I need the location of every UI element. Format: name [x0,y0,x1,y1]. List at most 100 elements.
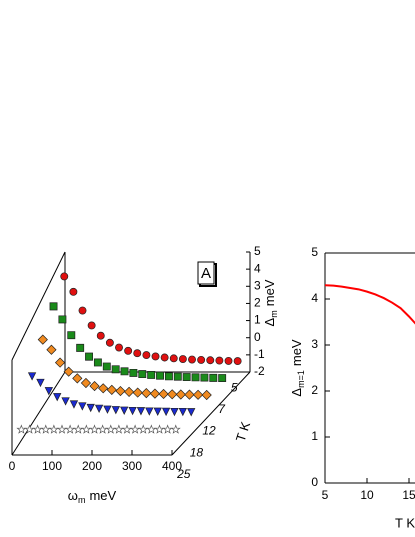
marker [209,373,218,382]
y-axis-title-2d: Δm=1 meV [289,339,306,397]
marker [201,389,212,401]
marker [142,351,151,360]
marker [218,374,227,382]
marker [141,388,152,399]
marker [46,344,57,355]
marker [197,355,206,364]
marker [111,365,120,374]
marker [184,389,195,400]
marker [72,373,83,384]
marker [67,331,76,340]
marker [224,356,233,365]
marker [86,403,95,413]
panel-label: A [201,265,211,282]
marker [128,406,137,416]
marker [200,373,209,382]
marker [170,424,181,434]
depth-tick-label: 7 [218,402,226,416]
unit: meV [89,488,116,503]
marker [32,424,43,434]
marker [60,272,69,281]
marker [169,354,178,363]
y-tick-label: 1 [311,429,318,443]
marker [167,389,178,400]
marker [97,424,108,434]
x-tick-label: 0 [9,459,16,473]
y-tick-label: 4 [311,291,318,305]
marker [178,355,187,363]
marker [48,424,59,434]
marker [49,302,58,311]
z-tick-label: 2 [254,296,261,310]
marker [27,372,37,381]
symbol: Δ [289,388,304,397]
marker [96,331,105,340]
marker [54,357,66,368]
marker [24,424,35,434]
z-tick-label: -1 [254,347,265,361]
subscript: m [78,495,86,505]
marker [78,402,87,411]
marker [130,424,141,434]
marker [191,373,200,382]
marker [206,356,215,365]
marker [44,387,54,396]
marker [154,424,165,434]
marker [173,372,182,381]
data-line [324,284,415,325]
marker [111,406,121,415]
z-tick-label: 0 [254,330,261,344]
marker [162,424,173,434]
marker [115,385,126,397]
marker [65,424,76,434]
z-tick-label: 5 [254,244,261,258]
y-tick-label: 3 [311,337,318,351]
marker [81,424,92,434]
marker [37,334,48,345]
marker [61,397,70,406]
marker [153,407,162,416]
marker [151,352,160,361]
marker [215,356,224,365]
z-tick-label: 3 [254,278,261,292]
marker [80,377,92,389]
frame-2d [324,252,415,484]
z-tick-label: 1 [254,313,261,327]
marker [136,407,146,416]
marker [69,287,78,296]
marker [89,380,100,392]
marker [120,406,129,415]
marker [87,321,96,330]
depth-tick-label: 5 [231,380,238,394]
z-axis-title: Δm meV [262,279,279,326]
marker [138,424,149,434]
x-tick-label: 5 [322,488,329,502]
marker [175,389,186,400]
marker [98,383,109,394]
marker [170,407,179,417]
marker [146,424,157,434]
marker [178,407,188,417]
marker [63,366,74,377]
subscript: m=1 [296,370,306,388]
depth-tick-label: 25 [176,467,191,481]
marker [105,338,114,347]
marker [158,388,169,400]
marker [123,386,135,397]
depth-tick-label: 12 [202,424,216,438]
marker [156,371,164,380]
marker [58,315,67,324]
marker [164,372,173,381]
marker [69,400,79,409]
marker [149,388,161,399]
marker [124,346,133,355]
marker [129,368,138,377]
z-tick-label: -2 [254,364,265,378]
depth-tick-label: 18 [190,445,204,459]
x-tick-label: 400 [162,459,182,473]
marker [56,424,67,434]
marker [133,349,142,358]
marker [102,362,111,371]
x-tick-label: 200 [82,459,102,473]
